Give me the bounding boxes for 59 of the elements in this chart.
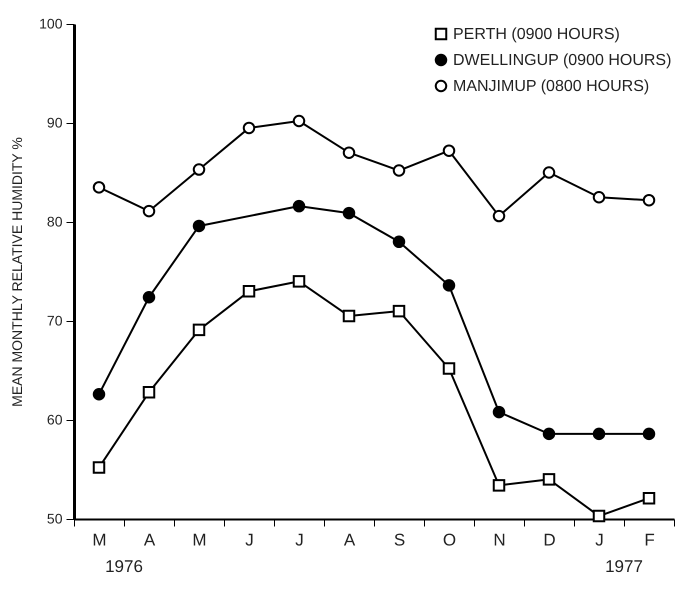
y-tick-label: 90: [46, 114, 63, 130]
point: [642, 194, 656, 206]
point: [392, 236, 406, 248]
point: [292, 275, 306, 288]
point: [342, 310, 356, 322]
y-tick-label: 50: [46, 510, 63, 526]
point: [492, 210, 506, 222]
point: [192, 220, 206, 232]
point: [392, 164, 406, 177]
point: [92, 461, 106, 474]
point: [542, 473, 556, 486]
point: [142, 291, 156, 304]
x-tick-label: J: [595, 530, 604, 550]
legend-label: PERTH (0900 HOURS): [453, 26, 620, 43]
x-tick-label: S: [394, 530, 406, 550]
point: [342, 206, 356, 220]
text: 1976: [105, 557, 143, 576]
point: [292, 114, 306, 128]
point: [142, 386, 156, 399]
x-tick-label: J: [245, 530, 254, 550]
x-tick-label: N: [493, 530, 506, 550]
x-tick-label: O: [442, 530, 456, 550]
y-axis-title: MEAN MONTHLY RELATIVE HUMIDITY %: [9, 137, 26, 407]
point: [92, 388, 106, 400]
x-tick-label: M: [192, 530, 207, 550]
x-tick-label: F: [644, 530, 655, 550]
point: [442, 279, 456, 292]
point: [642, 428, 656, 440]
point: [492, 406, 506, 418]
point: [642, 492, 656, 504]
point: [192, 163, 206, 176]
y-tick-label: 60: [46, 412, 63, 428]
text: 1977: [605, 557, 643, 576]
point: [392, 304, 406, 318]
x-tick-label: J: [295, 530, 304, 550]
point: [92, 181, 106, 194]
point: [492, 479, 506, 492]
x-tick-label: M: [92, 530, 107, 550]
x-tick-label: D: [543, 530, 556, 550]
point: [292, 200, 306, 212]
point: [592, 428, 606, 440]
point: [442, 144, 456, 157]
point: [242, 285, 256, 298]
point: [592, 510, 606, 522]
point: [592, 191, 606, 204]
point: [542, 166, 556, 179]
point: [442, 362, 456, 375]
y-tick-label: 80: [46, 214, 63, 230]
point: [542, 428, 556, 440]
x-tick-label: A: [344, 530, 356, 550]
point: [242, 122, 256, 134]
y-tick-label: 70: [46, 312, 63, 328]
legend-label: DWELLINGUP (0900 HOURS): [453, 52, 672, 69]
point: [142, 204, 156, 218]
legend-label: MANJIMUP (0800 HOURS): [453, 78, 650, 95]
point: [342, 146, 356, 159]
point: [192, 324, 206, 336]
x-tick-label: A: [144, 530, 156, 550]
y-tick-label: 100: [39, 16, 63, 32]
